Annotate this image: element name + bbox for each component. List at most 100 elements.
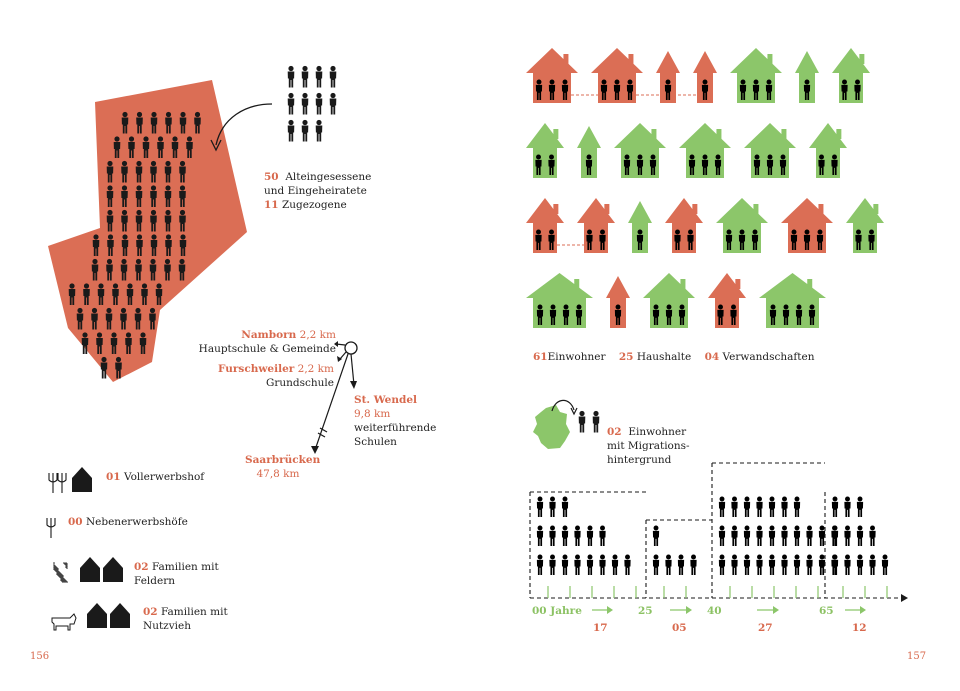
migration-arrow bbox=[551, 399, 575, 412]
age-group-person-icon bbox=[536, 554, 544, 576]
newcomer-icon bbox=[329, 92, 337, 115]
old-residents-label-2: und Eingeheiratete bbox=[264, 185, 367, 197]
relations-label: Verwandschaften bbox=[722, 351, 815, 363]
age-count-3: 12 bbox=[852, 622, 867, 634]
age-group-person-icon bbox=[624, 554, 631, 576]
age-group-person-icon bbox=[869, 525, 876, 547]
st-wendel-name: St. Wendel bbox=[354, 394, 418, 406]
household-house bbox=[809, 123, 847, 178]
saarbruecken-distance: 47,8 km bbox=[256, 468, 300, 480]
newcomer-icon bbox=[315, 65, 323, 88]
old-residents-label-1: Alteingesessene bbox=[285, 171, 372, 183]
newcomer-icon bbox=[315, 92, 323, 115]
migration-label-1: Einwohner bbox=[628, 426, 687, 438]
age-group-person-icon bbox=[844, 554, 851, 576]
household-house bbox=[716, 198, 768, 253]
age-group-person-icon bbox=[731, 496, 738, 518]
furschweiler-distance: 2,2 km bbox=[297, 363, 334, 375]
axis-arrow bbox=[901, 594, 908, 602]
household-house bbox=[526, 48, 578, 103]
age-group-person-icon bbox=[665, 554, 672, 576]
age-group-person-icon bbox=[781, 554, 788, 576]
migration-label-2: mit Migrations- bbox=[607, 440, 690, 452]
household-house bbox=[591, 48, 643, 103]
age-group-person-icon bbox=[756, 554, 763, 576]
age-count-1: 05 bbox=[672, 622, 687, 634]
pitchfork-icon bbox=[57, 473, 67, 493]
age-group-person-icon bbox=[768, 525, 776, 547]
age-group-person-icon bbox=[806, 554, 813, 576]
newcomer-icon bbox=[287, 119, 295, 142]
age-group-person-icon bbox=[690, 554, 697, 576]
saarbruecken-label: Saarbrücken 47,8 km bbox=[245, 453, 321, 481]
age-count-2: 27 bbox=[758, 622, 773, 634]
age-distribution-chart bbox=[529, 462, 908, 614]
families-livestock-count: 02 bbox=[143, 606, 158, 618]
newcomers-label: Zugezogene bbox=[281, 199, 347, 211]
newcomer-residents bbox=[287, 65, 337, 142]
age-group-person-icon bbox=[718, 554, 726, 576]
age-start-3: 65 bbox=[819, 605, 834, 617]
household-house bbox=[526, 273, 593, 328]
age-group-person-icon bbox=[586, 554, 594, 576]
migration-label: 02 Einwohner mit Migrations- hintergrund bbox=[607, 425, 690, 467]
fork-icon bbox=[46, 518, 56, 538]
age-group-person-icon bbox=[561, 554, 569, 576]
household-house bbox=[846, 198, 884, 253]
household-house bbox=[759, 273, 826, 328]
newcomer-icon bbox=[301, 119, 309, 142]
age-count-0: 17 bbox=[593, 622, 608, 634]
age-group-person-icon bbox=[781, 525, 788, 547]
saarbruecken-name: Saarbrücken bbox=[245, 454, 321, 466]
household-house bbox=[606, 276, 630, 328]
age-group-person-icon bbox=[718, 496, 726, 518]
pitchfork-icon bbox=[48, 473, 58, 493]
age-group-person-icon bbox=[586, 525, 594, 547]
age-group-person-icon bbox=[818, 525, 826, 547]
age-group-person-icon bbox=[718, 525, 726, 547]
age-group-person-icon bbox=[677, 554, 685, 576]
household-house bbox=[577, 126, 601, 178]
farmhouse-icon bbox=[72, 467, 92, 492]
st-wendel-label: St. Wendel 9,8 km weiterführende Schulen bbox=[354, 393, 436, 449]
families-livestock-text-1: Familien mit bbox=[160, 606, 228, 618]
age-group-person-icon bbox=[549, 525, 556, 547]
village-shape bbox=[48, 80, 247, 382]
families-fields-text-1: Familien mit bbox=[151, 561, 219, 573]
st-wendel-distance: 9,8 km bbox=[354, 408, 391, 420]
age-group-person-icon bbox=[844, 496, 851, 518]
furschweiler-name: Furschweiler bbox=[218, 363, 295, 375]
age-group-person-icon bbox=[599, 525, 606, 547]
age-group-person-icon bbox=[793, 525, 801, 547]
farm-full-time-label: 01 Vollerwerbshof bbox=[106, 470, 204, 484]
field-icon bbox=[53, 562, 68, 583]
households-summary: 61Einwohner 25 Haushalte 04 Verwandschaf… bbox=[533, 350, 815, 364]
household-house bbox=[744, 123, 796, 178]
age-group-person-icon bbox=[549, 554, 556, 576]
household-house bbox=[656, 51, 680, 103]
age-group-person-icon bbox=[743, 525, 751, 547]
households-chart bbox=[526, 48, 884, 328]
newcomer-icon bbox=[287, 65, 295, 88]
newcomer-icon bbox=[287, 92, 295, 115]
age-group-person-icon bbox=[743, 496, 751, 518]
age-group-person-icon bbox=[818, 554, 826, 576]
household-house bbox=[708, 273, 746, 328]
newcomer-icon bbox=[301, 65, 309, 88]
age-group-person-icon bbox=[652, 554, 660, 576]
age-group-person-icon bbox=[574, 554, 581, 576]
age-group-person-icon bbox=[768, 554, 776, 576]
newcomers-count: 11 bbox=[264, 199, 279, 211]
families-livestock-text-2: Nutzvieh bbox=[143, 620, 191, 632]
farm-icons bbox=[46, 467, 130, 631]
age-group-person-icon bbox=[856, 554, 864, 576]
age-group-person-icon bbox=[549, 496, 556, 518]
age-start-1: 25 bbox=[638, 605, 653, 617]
age-group-person-icon bbox=[756, 525, 763, 547]
household-house bbox=[679, 123, 731, 178]
newcomer-icon bbox=[329, 65, 337, 88]
age-group-person-icon bbox=[869, 554, 876, 576]
families-fields-label: 02 Familien mit Feldern bbox=[134, 560, 219, 588]
households-count: 25 bbox=[618, 351, 634, 363]
